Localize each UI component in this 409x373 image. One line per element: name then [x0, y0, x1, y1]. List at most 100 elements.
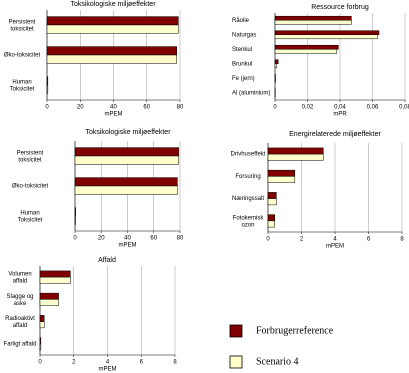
bar	[39, 276, 71, 284]
x-tick-label: 40	[110, 105, 117, 111]
text-line: Radioaktivt	[5, 316, 35, 322]
bar	[74, 207, 76, 217]
x-tick-label: 0	[273, 105, 277, 111]
text-line: affald	[13, 323, 28, 329]
bar	[267, 147, 324, 155]
text-line: Volumen	[8, 271, 31, 277]
y-tick-label: Drivhuseffekt	[231, 152, 266, 158]
bar	[274, 15, 352, 21]
bar	[74, 155, 179, 165]
x-axis-label: mPEM	[326, 244, 344, 250]
bar	[267, 169, 296, 177]
bar	[46, 16, 179, 26]
y-tick-label: Slagge og aske	[6, 293, 33, 306]
y-tick-label: Fotokemisk ozon	[233, 215, 265, 228]
text-line: aske	[14, 300, 27, 306]
bar	[267, 214, 275, 222]
x-tick-label: 80	[177, 105, 184, 111]
bar	[39, 343, 42, 351]
x-tick-label: 4	[106, 360, 110, 366]
bar	[46, 76, 49, 86]
x-tick-label: 8	[173, 360, 177, 366]
bar	[46, 46, 177, 56]
x-tick-label: 20	[98, 236, 105, 242]
y-tick-label: Råolie	[232, 17, 250, 24]
text-line: Toksicitet	[18, 217, 43, 223]
bar	[46, 24, 179, 34]
bar	[39, 270, 71, 278]
x-tick-label: 6	[367, 237, 371, 243]
text-line: Persistent	[9, 19, 36, 25]
legend-label: Scenario 4	[256, 356, 299, 367]
text-line: Human	[20, 210, 39, 216]
bar	[39, 315, 45, 322]
text-line: Persistent	[17, 150, 44, 156]
bar	[274, 44, 339, 50]
bar	[39, 337, 42, 345]
text-line: toksicitet	[10, 26, 34, 32]
chart-title: Affald	[98, 257, 116, 264]
x-tick-label: 80	[177, 236, 184, 242]
bar	[74, 185, 178, 195]
x-tick-label: 0,08	[399, 105, 409, 111]
y-tick-label: Persistent toksicitet	[17, 150, 44, 163]
x-axis-label: mPEM	[99, 367, 117, 373]
x-tick-label: 8	[400, 237, 404, 243]
x-tick-label: 0	[73, 236, 77, 242]
text-line: Fotokemisk	[233, 215, 265, 221]
x-tick-label: 0,06	[367, 105, 379, 111]
x-tick-label: 40	[124, 236, 131, 242]
y-tick-label: Al (aluminium)	[232, 90, 270, 96]
bar	[267, 176, 296, 183]
chart-title: Toksikologiske miljøeffekter	[70, 1, 156, 8]
x-tick-label: 60	[150, 236, 157, 242]
bar	[46, 54, 177, 64]
chart-title: Energirelaterede miljøeffekter	[289, 131, 381, 138]
text-line: Toksicitet	[10, 86, 35, 92]
x-tick-label: 2	[300, 237, 304, 243]
y-tick-label: Brunkul	[232, 61, 252, 67]
bar	[274, 63, 277, 69]
legend-swatch	[229, 355, 243, 369]
y-tick-label: Fe (jern)	[232, 76, 255, 82]
bar	[267, 220, 275, 228]
y-tick-label: Human Toksicitet	[10, 79, 35, 92]
bar	[274, 30, 380, 36]
x-tick-label: 4	[333, 237, 337, 243]
text-line: Human	[12, 79, 31, 85]
x-axis-label: mPR	[333, 112, 347, 118]
x-tick-label: 6	[140, 360, 144, 366]
y-tick-label: Naturgas	[232, 32, 256, 38]
x-tick-label: 0	[45, 105, 49, 111]
y-tick-label: Human Toksicitet	[18, 210, 43, 223]
bar	[267, 153, 324, 161]
bar	[274, 49, 337, 54]
bar	[267, 198, 277, 206]
bar	[274, 20, 352, 25]
bar	[39, 292, 59, 300]
bar	[46, 84, 49, 94]
bar	[274, 34, 378, 40]
x-tick-label: 0	[38, 360, 42, 366]
bar	[39, 299, 59, 306]
x-tick-label: 0	[266, 237, 270, 243]
x-tick-label: 0,02	[302, 105, 314, 111]
y-tick-label: Øko-toksicitet	[12, 184, 49, 190]
text-line: toksicitet	[18, 157, 42, 163]
y-tick-label: Persistent toksicitet	[9, 19, 36, 32]
x-axis-label: mPEM	[119, 243, 137, 249]
bar	[274, 59, 279, 64]
y-tick-label: Næringssalt	[232, 196, 264, 202]
text-line: Slagge og	[6, 293, 33, 299]
legend-label: Forbrugerreference	[256, 325, 334, 336]
bar	[39, 321, 45, 329]
chart-title: Ressource forbrug	[311, 4, 369, 11]
y-tick-label: Stenkul	[232, 47, 252, 53]
x-tick-label: 2	[72, 360, 76, 366]
bar	[74, 177, 178, 187]
x-axis-label: mPEM	[105, 112, 123, 118]
x-tick-label: 0,04	[334, 105, 346, 111]
y-tick-label: Farligt affald	[4, 341, 37, 347]
y-tick-label: Øko-toksicitet	[4, 53, 41, 59]
